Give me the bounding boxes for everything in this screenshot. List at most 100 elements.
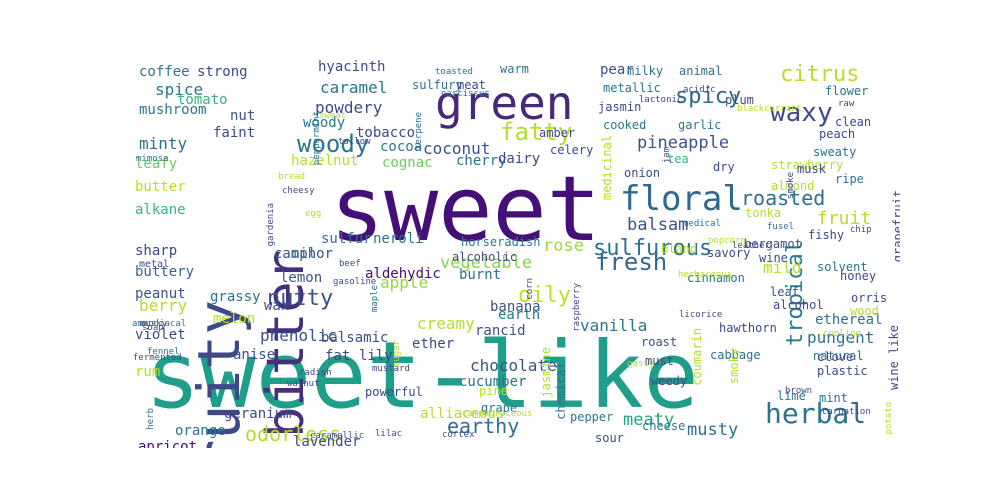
word: medicinal: [600, 135, 614, 201]
word: ripe: [835, 172, 864, 186]
word: balsamic: [321, 330, 389, 346]
word: floral: [620, 179, 743, 219]
word: smoke: [786, 172, 796, 200]
word: egg: [305, 209, 322, 219]
word: strong: [197, 64, 248, 80]
word: cheesy: [282, 186, 315, 196]
word: peach: [819, 127, 856, 141]
word: powdery: [315, 98, 383, 117]
word: acidic: [683, 85, 716, 95]
word: odorless: [245, 422, 342, 446]
word: wine: [759, 251, 788, 265]
word: jasmine: [539, 347, 553, 398]
word: peanut: [135, 286, 186, 302]
word: soap: [142, 323, 164, 333]
word: violet: [135, 327, 186, 343]
word: camphoraceous: [462, 409, 533, 419]
word: metal: [139, 259, 170, 270]
word: pine: [479, 384, 508, 398]
word: fusel: [767, 222, 795, 232]
word: mushroom: [139, 102, 207, 118]
word: roast: [641, 335, 678, 349]
word: fermented: [133, 353, 182, 363]
word: berry: [139, 296, 188, 315]
word: blackcurrant: [737, 104, 803, 114]
word: warm: [500, 62, 529, 76]
word: pungent: [807, 328, 875, 347]
word: jam: [662, 147, 672, 164]
word: meaty: [623, 410, 675, 430]
word: peppermint: [312, 111, 322, 166]
word: alkane: [135, 202, 186, 218]
word: metallic: [603, 81, 661, 95]
word: ether: [412, 336, 455, 352]
word: leaf: [770, 285, 799, 299]
word: nut: [230, 108, 256, 124]
word: sour: [595, 431, 624, 445]
word: lemon: [280, 270, 323, 286]
word: powerful: [365, 385, 423, 399]
word: narcissus: [441, 89, 490, 99]
word: grape: [481, 401, 518, 415]
word: cucumber: [459, 374, 527, 390]
word: smoky: [727, 348, 741, 385]
word: phenolic: [260, 326, 338, 345]
word: garlic: [678, 118, 722, 132]
word: chemical: [554, 362, 568, 420]
word: gasoline: [333, 277, 377, 287]
word: mild: [763, 258, 802, 277]
word: cocoa: [380, 139, 423, 155]
word: woody: [297, 130, 370, 158]
word: milky: [627, 64, 664, 78]
word: waxy: [770, 98, 833, 128]
word: sweat: [319, 111, 347, 121]
word: bland: [661, 242, 698, 256]
word: leather: [732, 241, 770, 251]
word: celery: [550, 143, 594, 157]
word: minty: [139, 134, 188, 153]
word: chip: [850, 225, 872, 235]
word: toasted: [435, 67, 473, 77]
word: aldehydic: [365, 266, 441, 282]
word: lactonic: [639, 95, 683, 105]
word: leafy: [135, 156, 178, 172]
word: orange: [175, 423, 226, 439]
word: bread: [278, 172, 306, 182]
word: ammoniacal: [132, 319, 187, 329]
word: jasmin: [598, 100, 642, 114]
word: potato: [884, 402, 894, 435]
word: dry: [713, 160, 735, 174]
word: ethereal: [815, 312, 883, 328]
word: wine_like: [887, 325, 900, 391]
word: cheese: [642, 419, 686, 433]
word: lavender: [293, 434, 361, 448]
word: camphor: [274, 246, 334, 262]
word: spice: [155, 80, 204, 99]
word: vanilla: [580, 316, 648, 335]
word: gardenia: [266, 203, 276, 247]
word: almond: [771, 179, 815, 193]
word: dairy: [498, 151, 541, 167]
word: chocolate: [470, 356, 557, 375]
word: onion: [624, 166, 661, 180]
word: cognac: [382, 155, 433, 171]
word: pineapple: [637, 133, 730, 153]
word: herbal: [765, 397, 867, 430]
word: wax: [264, 298, 290, 314]
word: coffee: [139, 64, 190, 80]
word: carnation: [822, 407, 871, 417]
word: herbaceous: [678, 270, 733, 280]
word: hazelnut: [291, 153, 359, 169]
word: coumarin: [690, 328, 704, 386]
word: alcohol: [773, 298, 824, 312]
word: licorice: [679, 310, 723, 320]
word: pepper: [570, 410, 614, 424]
word: fishy: [808, 228, 845, 242]
word: herb: [146, 408, 156, 430]
word: spicy: [675, 84, 742, 109]
word: sulfury: [412, 78, 463, 92]
word: musk: [797, 162, 826, 176]
word: savory: [707, 246, 751, 260]
word: woody: [303, 115, 346, 131]
